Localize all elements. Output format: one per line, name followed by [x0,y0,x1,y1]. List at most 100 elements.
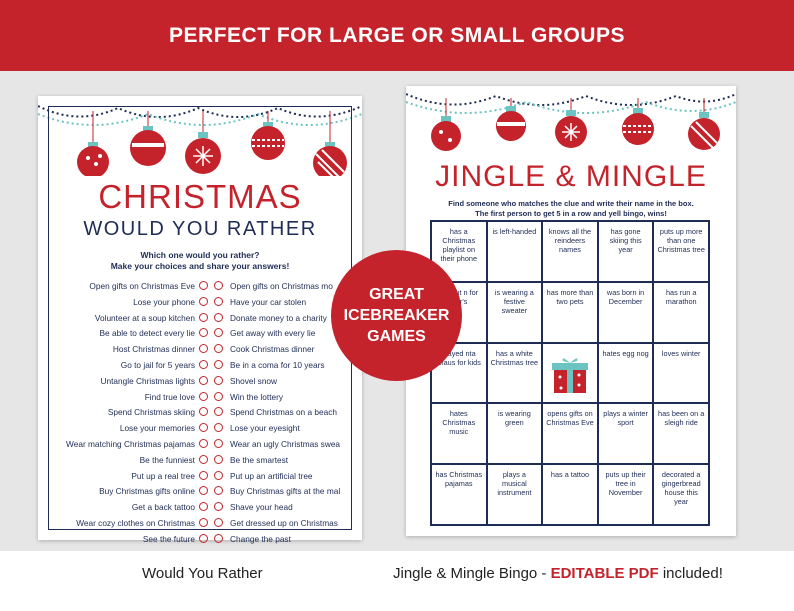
bingo-cell: is wearing a festive sweater [486,281,543,343]
option-a-circle [199,502,208,512]
option-a-circle [199,407,208,417]
option-b-circle [214,502,223,512]
gift-icon [551,358,588,394]
choice-row: Wear cozy clothes on Christmas Get dresse… [38,516,362,532]
jingle-mingle-title: JINGLE & MINGLE [435,160,707,193]
caption-suffix: included! [658,565,723,582]
option-b: Be in a coma for 10 years [230,359,325,370]
option-a: Spend Christmas skiing [107,407,195,418]
option-a-circle [199,486,208,496]
icebreaker-badge: GREAT ICEBREAKER GAMES [331,250,462,381]
option-b: Shave your head [230,502,293,513]
choice-row: Be the funniest Be the smartest [38,453,362,469]
option-b: Get dressed up on Christmas [230,517,338,528]
option-a: Be the funniest [139,454,195,465]
instructions: Which one would you rather? Make your ch… [38,250,362,272]
ornament-icon [431,98,461,151]
bingo-cell: has a Christmas playlist on their phone [431,221,487,282]
option-a: Put up a real tree [131,470,195,481]
badge-line: GREAT [369,286,424,303]
bingo-cell: was born in December [597,281,654,343]
striped-ornament-icon [313,111,347,176]
option-b-circle [214,517,223,527]
option-b: Win the lottery [230,391,284,402]
option-b-circle [214,533,223,543]
bingo-cell: knows all the reindeers names [542,221,598,282]
badge-line: ICEBREAKER [343,307,450,324]
bingo-cell: has been on a sleigh ride [653,403,709,465]
bingo-cell: plays a musical instrument [486,464,543,525]
option-b-circle [214,359,223,369]
bingo-cell: hates egg nog [597,342,654,404]
free-space-cell [542,342,598,404]
option-b: Cook Christmas dinner [230,344,315,355]
instruction-line: Make your choices and share your answers… [110,261,290,271]
bingo-cell: played nta Claus for kids [431,342,487,404]
snowflake-ornament-icon [185,111,221,174]
would-you-rather-list: Open gifts on Christmas Eve Open gifts on… [38,279,362,548]
ornament-icon [496,98,526,141]
option-b-circle [214,423,223,433]
bingo-cell: decorated a gingerbread house this year [653,464,709,525]
option-b-circle [214,375,223,385]
option-b-circle [214,470,223,480]
ornament-icon [130,111,166,166]
jingle-mingle-sheet: JINGLE & MINGLE Find someone who matches… [406,86,736,536]
editable-pdf-label: EDITABLE PDF [550,565,659,582]
bingo-cell: puts up more than one Christmas tree [653,221,709,282]
instruction-line: Find someone who matches the clue and wr… [448,199,694,208]
option-a-circle [199,391,208,401]
option-a-circle [199,423,208,433]
option-b: Be the smartest [230,454,289,465]
option-b-circle [214,344,223,354]
bingo-cell: has a tattoo [542,464,598,525]
option-b: Change the past [230,533,291,544]
option-b-circle [214,407,223,417]
choice-row: Find true love Win the lottery [38,390,362,406]
choice-row: Go to jail for 5 years Be in a coma for 1… [38,358,362,374]
choice-row: Spend Christmas skiing Spend Christmas on… [38,405,362,421]
option-b-circle [214,486,223,496]
choice-row: Lose your memories Lose your eyesight [38,421,362,437]
ornament-garland [38,105,362,176]
instructions: Find someone who matches the clue and wr… [406,199,736,218]
option-a-circle [199,517,208,527]
badge-line: GAMES [367,328,426,345]
option-a: Go to jail for 5 years [120,359,195,370]
option-a-circle [199,438,208,448]
option-b: Open gifts on Christmas mo [230,281,333,291]
banner-text: PERFECT FOR LARGE OR SMALL GROUPS [169,23,625,47]
option-a: Find true love [144,391,195,402]
option-a: Open gifts on Christmas Eve [89,281,195,291]
option-b: Lose your eyesight [230,423,300,434]
bingo-cell: hates Christmas music [431,403,487,465]
choice-row: Lose your phone Have your car stolen [38,295,362,311]
option-b-circle [214,281,223,290]
choice-row: See the future Change the past [38,532,362,548]
option-b: Donate money to a charity [230,312,327,323]
option-a: Wear cozy clothes on Christmas [76,517,195,528]
option-a: See the future [142,533,195,544]
option-b: Spend Christmas on a beach [230,407,338,418]
option-b-circle [214,328,223,338]
option-a: Lose your memories [119,423,195,434]
option-a-circle [199,344,208,354]
bingo-cell: puts up their tree in November [597,464,654,525]
option-a-circle [199,296,208,306]
caption-prefix: Jingle & Mingle Bingo - [393,565,551,582]
top-banner: PERFECT FOR LARGE OR SMALL GROUPS [0,0,794,71]
option-b: Have your car stolen [230,296,307,307]
option-b: Wear an ugly Christmas sweater [230,438,340,449]
bingo-cell: loves winter [653,342,709,404]
bingo-cell: opens gifts on Christmas Eve [542,403,598,465]
bingo-cell: has a white Christmas tree [486,342,543,404]
would-you-rather-subtitle: WOULD YOU RATHER [83,218,317,240]
bingo-grid: has a Christmas playlist on their phone … [430,220,710,526]
ornament-garland [406,93,736,151]
choice-row: Host Christmas dinner Cook Christmas dinn… [38,342,362,358]
option-b-circle [214,296,223,306]
option-b-circle [214,454,223,464]
choice-row: Be able to detect every lie Get away with… [38,326,362,342]
option-a-circle [199,375,208,385]
option-a: Get a back tattoo [131,502,195,513]
